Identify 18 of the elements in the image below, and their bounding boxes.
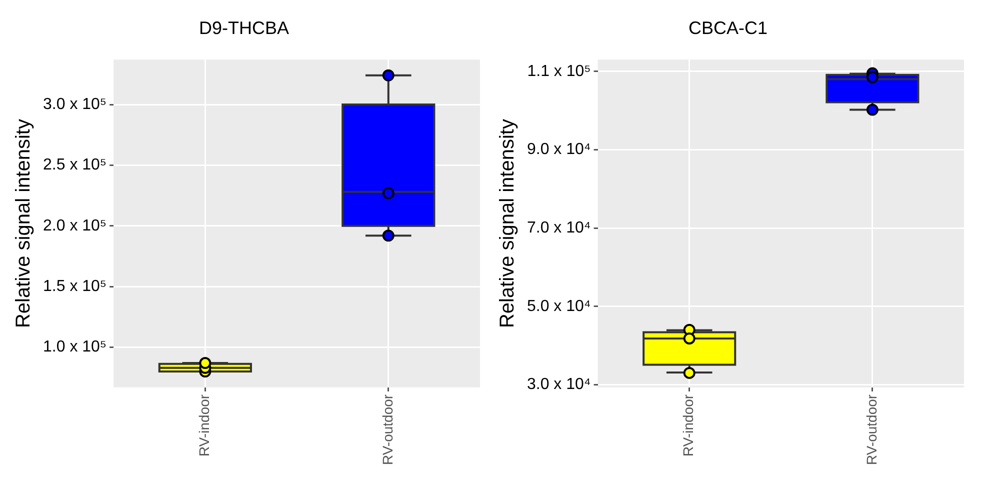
y-tick-label: 7.0 x 10⁴ — [526, 219, 591, 236]
y-tick-label: 1.0 x 10⁵ — [43, 338, 107, 356]
y-tick-label: 1.5 x 10⁵ — [43, 278, 107, 295]
y-tick-label: 3.0 x 10⁵ — [43, 96, 107, 113]
chart-title: CBCA-C1 — [688, 18, 768, 38]
y-tick-label: 3.0 x 10⁴ — [526, 376, 591, 394]
y-tick-label: 9.0 x 10⁴ — [526, 141, 591, 158]
x-tick-label: RV-outdoor — [379, 394, 396, 466]
x-tick-label: RV-indoor — [680, 394, 696, 456]
x-tick-label: RV-outdoor — [863, 394, 880, 466]
y-axis-title: Relative signal intensity — [12, 119, 35, 328]
y-tick-label: 2.5 x 10⁵ — [43, 156, 107, 174]
chart-title: D9-THCBA — [198, 18, 290, 38]
y-axis-title: Relative signal intensity — [496, 119, 519, 328]
y-tick-label: 1.1 x 10⁵ — [527, 62, 591, 80]
x-tick-label: RV-indoor — [196, 394, 212, 456]
y-tick-label: 5.0 x 10⁴ — [526, 298, 591, 315]
y-tick-label: 2.0 x 10⁵ — [43, 217, 107, 234]
